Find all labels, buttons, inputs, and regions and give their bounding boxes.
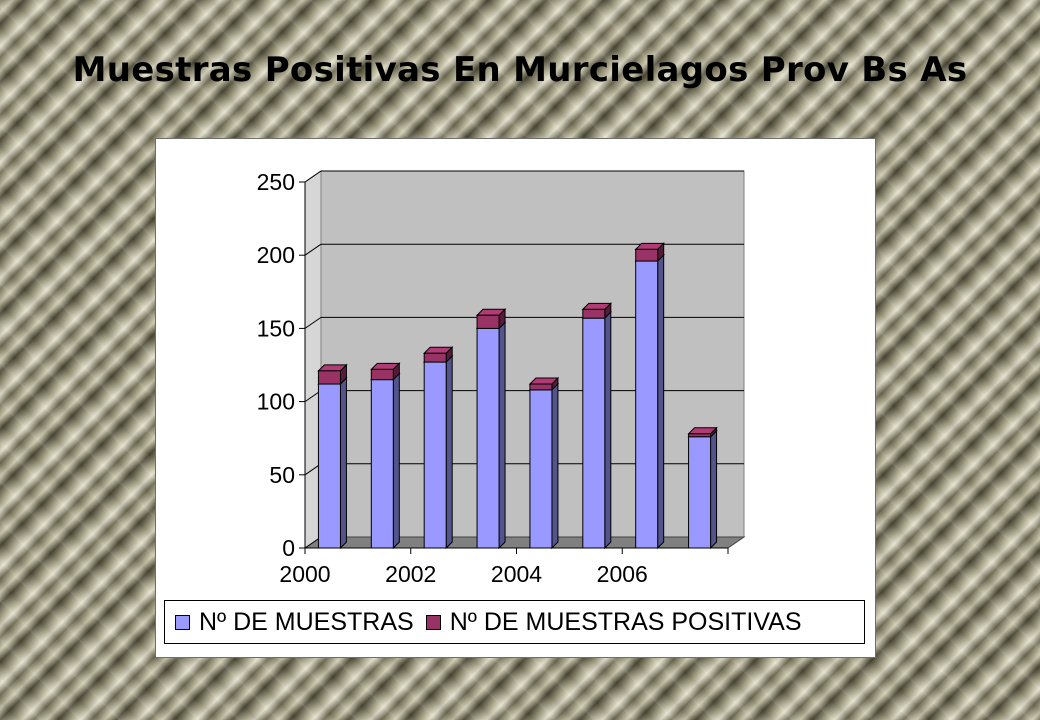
bar-muestras-side xyxy=(710,429,718,550)
bar-muestras-front xyxy=(688,436,712,549)
bar-muestras-front xyxy=(370,379,394,549)
bar-positivas-front xyxy=(529,383,553,391)
bar-muestras-front xyxy=(635,260,659,549)
legend-swatch-muestras xyxy=(175,614,190,630)
bar-muestras-front xyxy=(582,317,606,549)
bar-positivas-front xyxy=(688,433,712,438)
legend-label-positivas: Nº DE MUESTRAS POSITIVAS xyxy=(449,607,802,636)
bar-muestras-side xyxy=(604,310,612,550)
x-tick-label: 2002 xyxy=(385,561,436,587)
y-tick-label: 0 xyxy=(282,535,295,561)
legend-swatch-positivas xyxy=(425,614,441,630)
bar-positivas-front xyxy=(370,368,394,381)
y-tick-label: 200 xyxy=(257,242,295,268)
page-title: Muestras Positivas En Murcielagos Prov B… xyxy=(72,50,968,90)
bar-chart: 0 50 100 150 200 250 2000 2002 2004 2006 xyxy=(257,169,746,587)
legend-label-muestras: Nº DE MUESTRAS xyxy=(199,607,414,636)
bar-muestras-front xyxy=(529,389,553,549)
y-tick-label: 250 xyxy=(257,169,295,195)
gridline-diagonal xyxy=(304,316,322,329)
legend-item-positivas: Nº DE MUESTRAS POSITIVAS xyxy=(425,607,802,637)
bar-muestras-side xyxy=(339,376,347,550)
bar-muestras-front xyxy=(317,383,341,549)
bar-positivas-front xyxy=(476,314,500,329)
bar-muestras-side xyxy=(657,253,665,550)
chart-area: 0 50 100 150 200 250 2000 2002 2004 2006 Nº DE MU… xyxy=(155,138,876,658)
bar-muestras-side xyxy=(498,321,506,550)
x-tick-label: 2006 xyxy=(597,561,648,587)
chart-legend: Nº DE MUESTRAS Nº DE MUESTRAS POSITIVAS xyxy=(164,600,865,644)
y-tick-label: 150 xyxy=(257,315,295,341)
bar-muestras-side xyxy=(445,354,453,550)
gridline-diagonal xyxy=(304,243,322,256)
legend-item-muestras: Nº DE MUESTRAS xyxy=(175,608,414,637)
bar-muestras-side xyxy=(392,372,400,550)
bar-muestras-side xyxy=(551,382,559,550)
bar-positivas-front xyxy=(635,248,659,262)
y-tick-label: 50 xyxy=(269,462,295,488)
bar-positivas-front xyxy=(582,308,606,319)
x-tick-label: 2004 xyxy=(491,561,542,587)
bar-positivas-front xyxy=(423,352,447,363)
bar-positivas-front xyxy=(317,370,341,385)
y-tick-label: 100 xyxy=(257,389,295,415)
x-tick-label: 2000 xyxy=(279,561,330,587)
bar-muestras-front xyxy=(476,327,500,549)
bar-muestras-front xyxy=(423,361,447,549)
gridline-diagonal xyxy=(304,170,322,183)
